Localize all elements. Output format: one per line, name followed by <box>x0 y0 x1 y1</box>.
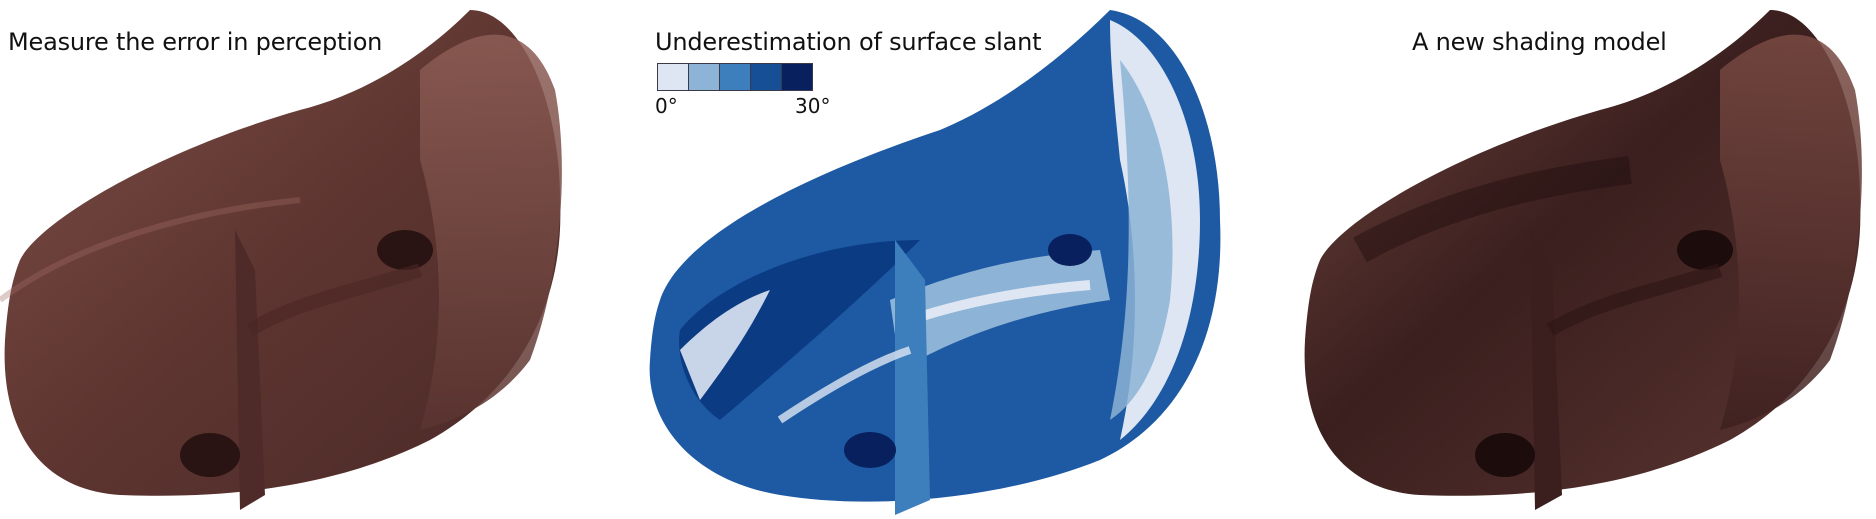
error-band-tube <box>890 250 1110 370</box>
surface-fold-right <box>1720 34 1862 431</box>
panel-title: A new shading model <box>1412 28 1667 56</box>
panel-slant-error: Underestimation of surface slant <box>640 0 1260 519</box>
panel-measure-error: Measure the error in perception <box>0 0 600 519</box>
legend-max-label: 30° <box>795 94 831 118</box>
shaded-surface-render-new <box>1304 10 1862 510</box>
legend-swatch-1 <box>657 63 689 91</box>
slant-error-map <box>649 10 1221 515</box>
legend-swatch-5 <box>781 63 813 91</box>
legend-swatch-3 <box>719 63 751 91</box>
error-fin <box>895 240 930 515</box>
error-map-body <box>649 10 1221 502</box>
surface-fin <box>235 230 265 510</box>
panel-new-shading: A new shading model <box>1300 0 1876 519</box>
legend-min-label: 0° <box>655 94 678 118</box>
surface-fold-right <box>420 34 562 431</box>
legend-swatch-4 <box>750 63 782 91</box>
panel-title: Measure the error in perception <box>8 28 383 56</box>
panel-title: Underestimation of surface slant <box>655 28 1042 56</box>
shaded-surface-render-original <box>0 10 562 510</box>
tube-opening-right <box>1677 230 1733 270</box>
tube-opening-left <box>180 433 240 477</box>
error-band-mid-right <box>1110 60 1173 420</box>
error-band-dark <box>679 240 920 420</box>
legend-swatch-2 <box>688 63 720 91</box>
tube-opening-right <box>377 230 433 270</box>
error-band-light <box>680 290 770 400</box>
surface-fin <box>1530 230 1562 510</box>
tube-opening-left <box>1475 433 1535 477</box>
